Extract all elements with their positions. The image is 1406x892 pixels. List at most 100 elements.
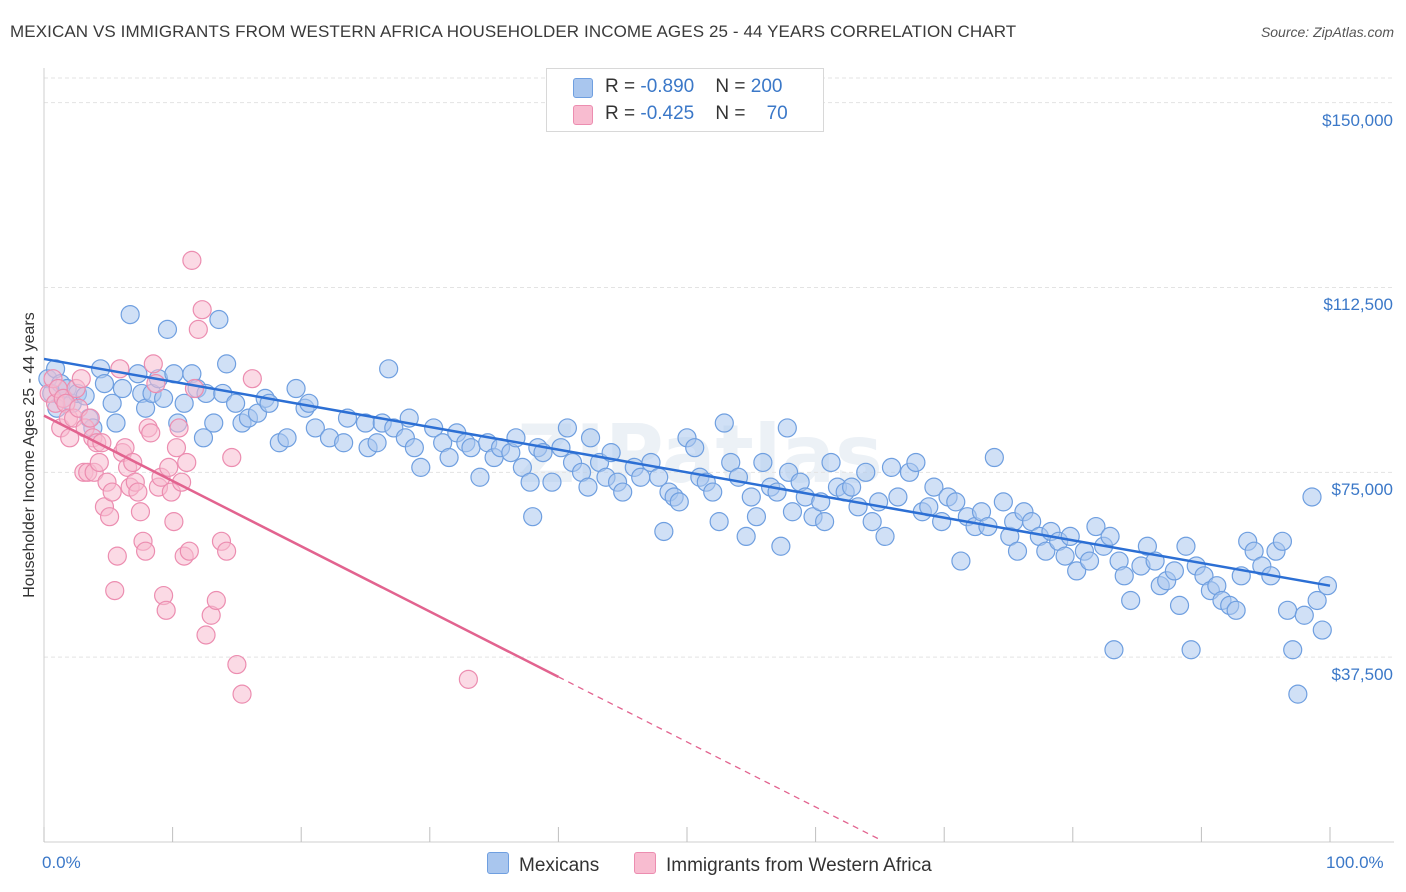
immigrants-trend-extension — [558, 676, 881, 841]
mexicans-point — [277, 428, 297, 448]
mexicans-point — [157, 319, 178, 339]
legend-r-label: R = — [605, 76, 641, 97]
mexicans-swatch — [573, 78, 593, 98]
mexicans-point — [1114, 566, 1134, 586]
mexicans-point — [557, 418, 578, 438]
mexicans-point — [1164, 561, 1184, 581]
mexicans-point — [703, 482, 723, 502]
mexicans-point — [1226, 600, 1246, 620]
mexicans-point — [951, 551, 971, 571]
y-tick-label: $37,500 — [1331, 665, 1393, 685]
mexicans-point — [721, 452, 741, 473]
immigrants-point — [143, 354, 163, 374]
mexicans-point — [1055, 546, 1075, 566]
mexicans-point — [714, 413, 734, 433]
mexicans-point — [439, 447, 459, 468]
mexicans-swatch — [487, 852, 509, 874]
mexicans-point — [112, 378, 133, 399]
bottom-legend-mexicans-label: Mexicans — [519, 855, 600, 876]
immigrants-point — [89, 452, 109, 473]
mexicans-point — [862, 512, 882, 532]
mexicans-point — [613, 482, 633, 502]
mexicans-point — [753, 452, 773, 473]
mexicans-point — [888, 487, 908, 507]
immigrants-point — [458, 669, 478, 689]
immigrants-swatch — [634, 852, 656, 874]
mexicans-point — [217, 354, 237, 374]
mexicans-point — [1104, 640, 1124, 660]
immigrants-point — [110, 359, 130, 379]
mexicans-point — [461, 438, 481, 458]
immigrants-swatch — [573, 105, 593, 125]
mexicans-point — [334, 433, 354, 453]
immigrants-point — [135, 541, 156, 561]
mexicans-trend-line — [43, 357, 1331, 587]
mexicans-point — [821, 452, 841, 473]
mexicans-point — [881, 457, 902, 477]
mexicans-point — [746, 507, 767, 527]
bottom-legend-immigrants-label: Immigrants from Western Africa — [666, 855, 932, 876]
immigrants-point — [177, 452, 197, 473]
mexicans-point — [771, 536, 791, 556]
mexicans-point — [305, 418, 325, 438]
mexicans-point — [984, 447, 1004, 468]
legend-n-value: 200 — [750, 76, 783, 97]
mexicans-point — [767, 482, 787, 502]
legend-r-value: -0.425 — [640, 103, 695, 124]
mexicans-point — [815, 512, 835, 532]
legend-r-value: -0.890 — [640, 76, 695, 97]
immigrants-point — [156, 600, 176, 620]
mexicans-point — [906, 452, 926, 473]
immigrants-point — [159, 457, 179, 477]
immigrants-point — [99, 507, 120, 527]
mexicans-point — [1181, 640, 1201, 660]
source-label: Source: ZipAtlas.com — [1260, 24, 1394, 40]
mexicans-point — [924, 477, 944, 497]
legend-n-value: 70 — [766, 103, 788, 124]
x-tick-max: 100.0% — [1326, 853, 1384, 872]
immigrants-point — [232, 684, 252, 704]
immigrants-point — [222, 447, 242, 468]
immigrants-point — [192, 300, 212, 320]
immigrants-point — [184, 378, 205, 399]
y-tick-label: $75,000 — [1331, 480, 1393, 500]
mexicans-point — [946, 492, 966, 512]
mexicans-point — [551, 438, 571, 458]
mexicans-point — [1100, 526, 1120, 547]
immigrants-point — [141, 423, 161, 443]
immigrants-point — [196, 625, 216, 645]
mexicans-point — [1121, 590, 1141, 611]
mexicans-point — [1288, 684, 1308, 704]
immigrants-point — [182, 250, 202, 270]
mexicans-point — [993, 492, 1013, 512]
mexicans-point — [470, 467, 490, 487]
mexicans-point — [741, 487, 761, 507]
mexicans-point — [120, 304, 140, 325]
mexicans-point — [1022, 512, 1042, 532]
mexicans-point — [523, 507, 543, 527]
y-tick-label: $112,500 — [1323, 295, 1393, 315]
immigrants-trend-line — [43, 414, 559, 678]
immigrants-point — [107, 546, 127, 566]
immigrants-point — [102, 482, 122, 502]
mexicans-point — [94, 374, 115, 394]
mexicans-point — [209, 309, 229, 330]
mexicans-point — [1312, 620, 1332, 640]
immigrants-point — [206, 590, 226, 611]
mexicans-point — [106, 413, 126, 433]
mexicans-point — [512, 457, 532, 477]
mexicans-point — [685, 438, 705, 458]
x-tick-min: 0.0% — [42, 853, 81, 872]
mexicans-point — [782, 502, 803, 522]
immigrants-point — [169, 418, 189, 438]
mexicans-point — [875, 526, 895, 547]
mexicans-point — [102, 393, 122, 413]
immigrants-point — [128, 482, 148, 502]
mexicans-point — [1067, 561, 1087, 581]
mexicans-point — [669, 492, 689, 512]
mexicans-point — [404, 438, 424, 458]
mexicans-point — [1176, 536, 1196, 556]
mexicans-point — [379, 359, 399, 379]
mexicans-point — [856, 462, 876, 482]
mexicans-point — [286, 378, 306, 399]
